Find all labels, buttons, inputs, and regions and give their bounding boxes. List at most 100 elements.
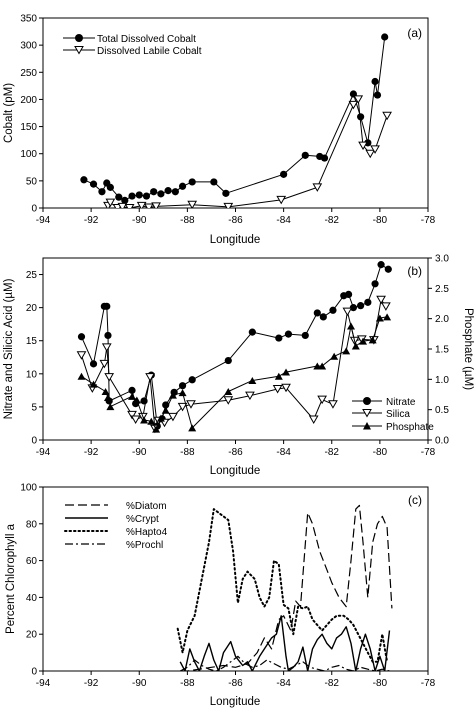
data-point-phosphate xyxy=(330,352,339,360)
data-point-total-dissolved-cobalt xyxy=(89,180,98,188)
data-point-total-dissolved-cobalt xyxy=(115,193,123,201)
data-point-total-dissolved-cobalt xyxy=(171,188,179,196)
x-tick-label: -88 xyxy=(180,215,195,226)
data-point-phosphate xyxy=(342,347,351,355)
data-point-silica xyxy=(101,343,112,352)
data-point-total-dissolved-cobalt xyxy=(301,151,309,159)
data-point-phosphate xyxy=(132,396,141,404)
legend-marker-nitrate xyxy=(363,397,371,405)
legend-marker-phosphate xyxy=(363,422,371,430)
legend-label-labile-cobalt: Dissolved Labile Cobalt xyxy=(97,46,202,57)
x-tick-label: -78 xyxy=(421,678,436,689)
y-tick-label: 200 xyxy=(20,95,37,106)
data-point-phosphate xyxy=(368,336,377,344)
x-tick-label: -88 xyxy=(180,447,195,458)
data-point-phosphate xyxy=(383,313,392,321)
data-point-silica xyxy=(245,391,255,401)
data-point-nitrate xyxy=(349,304,358,312)
data-point-phosphate xyxy=(89,380,98,388)
x-tick-label: -90 xyxy=(132,447,147,458)
y-tick-label: 10 xyxy=(26,369,38,380)
data-point-nitrate xyxy=(248,328,256,336)
data-point-silica xyxy=(186,400,196,409)
data-point-phosphate xyxy=(140,416,149,424)
data-point-phosphate xyxy=(156,414,165,422)
data-point-dissolved-labile-cobalt xyxy=(348,100,359,110)
x-tick-label: -84 xyxy=(276,215,291,226)
x-tick-label: -86 xyxy=(228,678,243,689)
data-point-silica xyxy=(145,373,155,382)
y-right-tick-label: 3.0 xyxy=(435,254,449,265)
data-point-total-dissolved-cobalt xyxy=(222,189,230,197)
data-point-silica xyxy=(223,396,234,405)
x-tick-label: -84 xyxy=(276,678,291,689)
data-point-nitrate xyxy=(364,298,372,306)
x-tick-label: -92 xyxy=(84,447,99,458)
data-point-dissolved-labile-cobalt xyxy=(382,111,392,121)
x-tick-label: -80 xyxy=(373,447,388,458)
x-tick-label: -78 xyxy=(421,215,436,226)
y-tick-label: 250 xyxy=(20,68,37,79)
x-tick-label: -80 xyxy=(373,215,388,226)
data-point-dissolved-labile-cobalt xyxy=(124,204,135,208)
y-tick-label: 150 xyxy=(20,122,37,133)
panel-label: (c) xyxy=(408,493,422,507)
x-tick-label: -88 xyxy=(180,678,195,689)
y-axis-label-text: Percent Chlorophyll a xyxy=(5,523,17,634)
data-point-nitrate xyxy=(357,302,365,310)
data-point-nitrate xyxy=(377,261,385,269)
data-point-phosphate xyxy=(318,362,327,370)
data-point-total-dissolved-cobalt xyxy=(150,188,158,196)
y-tick-label: 50 xyxy=(26,176,38,187)
data-point-dissolved-labile-cobalt xyxy=(144,203,154,208)
y-tick-label: 350 xyxy=(20,14,37,25)
x-tick-label: -86 xyxy=(228,215,243,226)
y-right-tick-label: 0.5 xyxy=(435,405,449,416)
y-tick-label: 20 xyxy=(26,303,38,314)
panel-b: -94 -92 -90 -88 -86 -84 -82 -80 -78 0 5 10 15 20 25 0… xyxy=(3,254,474,478)
y-tick-label: 100 xyxy=(20,149,37,160)
y-tick-label: 80 xyxy=(26,519,38,530)
y-axis-label: Percent Chlorophyll a xyxy=(5,523,17,634)
data-point-total-dissolved-cobalt xyxy=(178,182,187,190)
data-point-total-dissolved-cobalt xyxy=(142,192,151,200)
data-point-phosphate xyxy=(77,372,86,380)
y-right-tick-label: 0.0 xyxy=(435,436,449,447)
data-point-total-dissolved-cobalt xyxy=(357,113,365,121)
data-point-silica xyxy=(376,295,386,305)
legend-label-silica: Silica xyxy=(386,409,410,420)
legend-label-diatom: %Diatom xyxy=(126,501,167,512)
y-axis-label-right: Phosphate (µM) xyxy=(462,308,474,390)
data-point-nitrate xyxy=(319,313,327,321)
series-line-crypt xyxy=(179,615,391,671)
series-group xyxy=(76,261,392,434)
data-point-nitrate xyxy=(89,360,98,368)
data-point-total-dissolved-cobalt xyxy=(381,33,389,41)
data-point-silica xyxy=(281,383,291,393)
data-point-dissolved-labile-cobalt xyxy=(117,202,128,208)
y-right-tick-label: 1.5 xyxy=(435,345,449,356)
series-group xyxy=(176,504,393,671)
data-point-nitrate xyxy=(313,309,321,317)
data-point-silica xyxy=(308,415,319,424)
y-tick-label: 100 xyxy=(20,483,37,494)
data-point-nitrate xyxy=(104,331,112,340)
y-tick-label: 20 xyxy=(26,630,38,641)
x-tick-label: -80 xyxy=(373,678,388,689)
data-point-phosphate xyxy=(274,372,283,380)
data-point-silica xyxy=(127,410,137,420)
legend-marker-silica xyxy=(362,409,372,418)
data-point-dissolved-labile-cobalt xyxy=(312,183,323,192)
x-tick-label: -94 xyxy=(36,447,51,458)
data-point-nitrate xyxy=(284,330,293,338)
data-point-total-dissolved-cobalt xyxy=(373,91,382,99)
x-axis-label: Longitude xyxy=(210,234,261,246)
data-point-nitrate xyxy=(344,290,353,298)
data-point-phosphate xyxy=(103,394,112,402)
y-axis: 0 20 40 60 80 100 xyxy=(20,483,43,678)
data-point-nitrate xyxy=(178,382,187,390)
x-axis: -94 -92 -90 -88 -86 -84 -82 -80 -78 xyxy=(36,208,436,226)
data-point-nitrate xyxy=(188,376,196,384)
data-point-phosphate xyxy=(101,387,110,395)
